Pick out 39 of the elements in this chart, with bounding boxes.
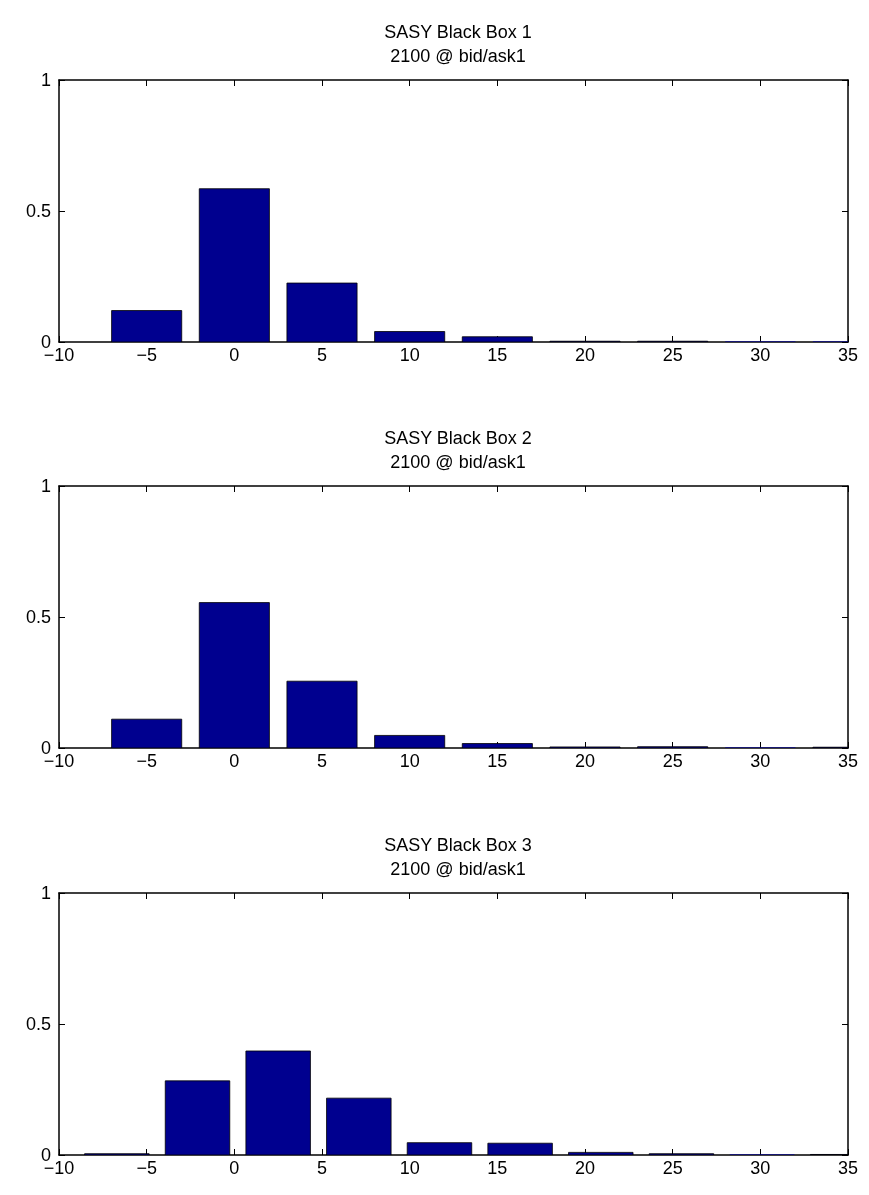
x-tick-label: 20 xyxy=(574,1158,596,1178)
x-tick-label: −5 xyxy=(136,345,157,365)
chart-title: SASY Black Box 1 xyxy=(384,22,532,42)
y-tick-label: 0.5 xyxy=(25,607,51,627)
x-tick-label: 5 xyxy=(316,751,328,771)
x-tick-label: 35 xyxy=(837,345,859,365)
x-tick-label: −5 xyxy=(136,1158,157,1178)
x-tick-label: 30 xyxy=(750,1158,771,1178)
x-tick-label: 20 xyxy=(574,345,596,365)
x-tick-label: 15 xyxy=(487,1158,508,1178)
y-tick-label: 1 xyxy=(40,70,51,90)
x-tick-label: 0 xyxy=(229,1158,240,1178)
chart-title: SASY Black Box 2 xyxy=(384,428,532,448)
chart-subtitle: 2100 @ bid/ask1 xyxy=(390,46,526,66)
x-tick-label: 0 xyxy=(229,345,240,365)
chart-title: SASY Black Box 3 xyxy=(384,835,532,855)
y-tick-label: 1 xyxy=(40,476,51,496)
x-tick-label: 10 xyxy=(399,345,420,365)
x-tick-label: 15 xyxy=(487,751,508,771)
x-tick-label: 10 xyxy=(399,1158,420,1178)
chart-subtitle: 2100 @ bid/ask1 xyxy=(390,859,526,879)
y-tick-label: 0.5 xyxy=(25,201,51,221)
chart-subtitle: 2100 @ bid/ask1 xyxy=(390,452,526,472)
x-tick-label: 25 xyxy=(662,345,683,365)
x-tick-label: 5 xyxy=(316,345,328,365)
x-tick-label: 30 xyxy=(750,751,771,771)
x-tick-label: 5 xyxy=(316,1158,328,1178)
x-tick-label: 25 xyxy=(662,751,683,771)
y-tick-label: 1 xyxy=(40,883,51,903)
y-tick-label: 0.5 xyxy=(25,1014,51,1034)
x-tick-label: 35 xyxy=(837,1158,859,1178)
x-tick-label: 10 xyxy=(399,751,420,771)
x-tick-label: −5 xyxy=(136,751,157,771)
x-tick-label: 15 xyxy=(487,345,508,365)
x-tick-label: 35 xyxy=(837,751,859,771)
x-tick-label: 30 xyxy=(750,345,771,365)
x-tick-label: 25 xyxy=(662,1158,683,1178)
x-tick-label: 20 xyxy=(574,751,596,771)
x-tick-label: 0 xyxy=(229,751,240,771)
